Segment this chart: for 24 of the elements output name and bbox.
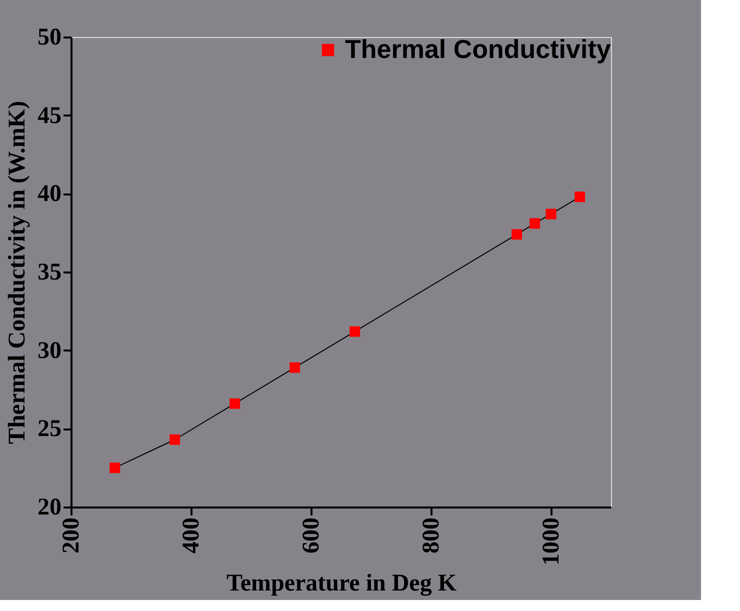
y-tick-label: 35 (38, 260, 62, 286)
y-tick-label: 40 (38, 181, 62, 208)
x-axis-title: Temperature in Deg K (226, 570, 457, 596)
legend-label: Thermal Conductivity (345, 34, 612, 64)
point (546, 208, 556, 220)
x-tick-label: 600 (298, 518, 324, 554)
x-tick-label: 800 (418, 518, 444, 554)
x-tick-label: 200 (58, 518, 84, 554)
y-tick-label: 50 (38, 24, 62, 50)
point (512, 229, 522, 240)
y-tick-label: 45 (38, 102, 62, 129)
y-tick-label: 20 (38, 494, 62, 520)
x-tick-label: 1000 (538, 518, 564, 566)
point (574, 192, 586, 202)
point (530, 218, 540, 229)
point (110, 462, 120, 474)
y-axis-title: Thermal Conductivity in (W.mK) (4, 100, 30, 444)
point (350, 326, 360, 337)
point (290, 362, 300, 373)
y-tick-label: 30 (38, 338, 62, 364)
y-tick-label: 25 (38, 416, 62, 442)
x-tick-label: 400 (178, 518, 204, 554)
point (230, 398, 240, 409)
point (170, 434, 180, 445)
